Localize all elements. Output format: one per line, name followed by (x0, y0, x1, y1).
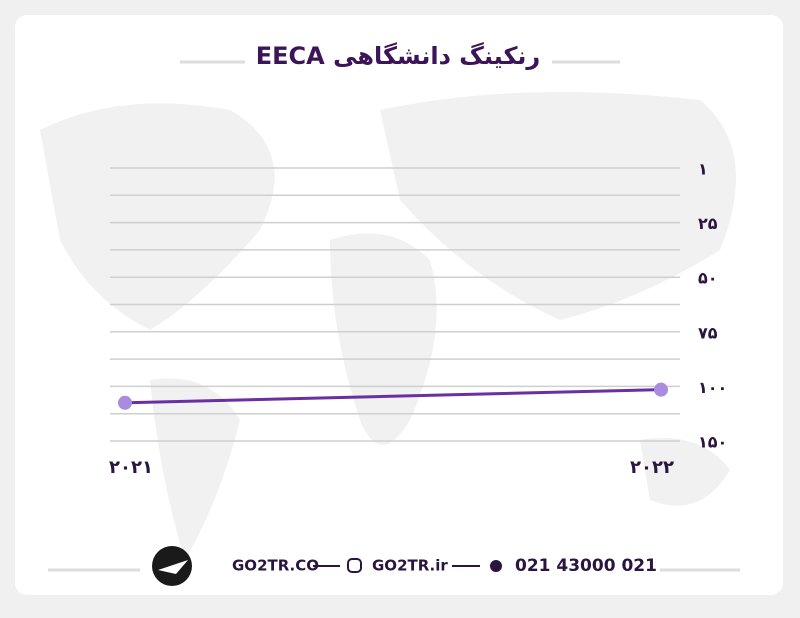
instagram-icon (347, 558, 362, 573)
y-tick-label: ۱ (698, 160, 708, 179)
instagram: GO2TR.ir (372, 557, 448, 575)
y-tick-label: ۵۰ (698, 269, 718, 288)
phone-icon (490, 560, 502, 572)
world-map (40, 92, 736, 560)
point (118, 395, 132, 410)
footer: GO2TR.CO GO2TR.ir 021 43000 021 (48, 546, 740, 586)
y-tick-label: ۷۵ (698, 323, 718, 342)
website: GO2TR.CO (232, 557, 319, 575)
y-tick-label: ۲۵ (698, 214, 718, 233)
x-tick-label: ۲۰۲۲ (630, 457, 674, 478)
y-tick-label: ۱۵۰ (698, 433, 727, 452)
logo-plane (158, 560, 188, 574)
point (654, 382, 668, 397)
series-line (124, 388, 662, 405)
phone: 021 43000 021 (515, 556, 657, 576)
chart-title: رنکینگ دانشگاهی EECA (256, 42, 541, 70)
x-tick-label: ۲۰۲۱ (109, 457, 153, 478)
y-tick-label: ۱۰۰ (698, 378, 727, 397)
